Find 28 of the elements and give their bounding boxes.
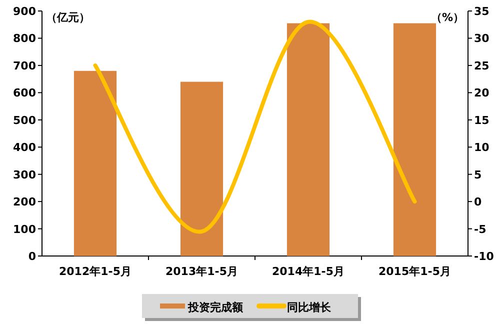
y2tick: 0 <box>474 196 482 209</box>
y2label: （%） <box>430 11 464 24</box>
y2tick: 30 <box>474 32 490 46</box>
y2tick: 15 <box>474 114 490 127</box>
ytick: 100 <box>13 222 36 236</box>
ytick: 200 <box>13 196 36 209</box>
y2tick: 25 <box>474 59 490 72</box>
xtick: 2012年1-5月 <box>59 265 132 278</box>
ytick: 0 <box>28 250 36 263</box>
ytick: 500 <box>13 114 36 127</box>
y2tick: 35 <box>474 5 490 18</box>
xtick: 2015年1-5月 <box>378 265 451 278</box>
ytick: 600 <box>13 86 36 100</box>
y2tick: 10 <box>474 141 490 154</box>
xtick: 2014年1-5月 <box>272 265 344 278</box>
legend-label: 投资完成额 <box>188 301 243 314</box>
ytick: 700 <box>13 59 36 72</box>
y2tick: 5 <box>474 168 482 182</box>
y2tick: -10 <box>474 250 494 263</box>
y2tick: -5 <box>474 222 486 236</box>
ytick: 300 <box>13 168 36 182</box>
ytick: 800 <box>13 32 36 46</box>
y2tick: 20 <box>474 86 490 100</box>
ylabel: （亿元） <box>46 11 90 24</box>
ytick: 900 <box>13 5 36 18</box>
legend-label: 同比增长 <box>287 301 331 314</box>
xtick: 2013年1-5月 <box>166 265 238 278</box>
ytick: 400 <box>13 141 36 154</box>
